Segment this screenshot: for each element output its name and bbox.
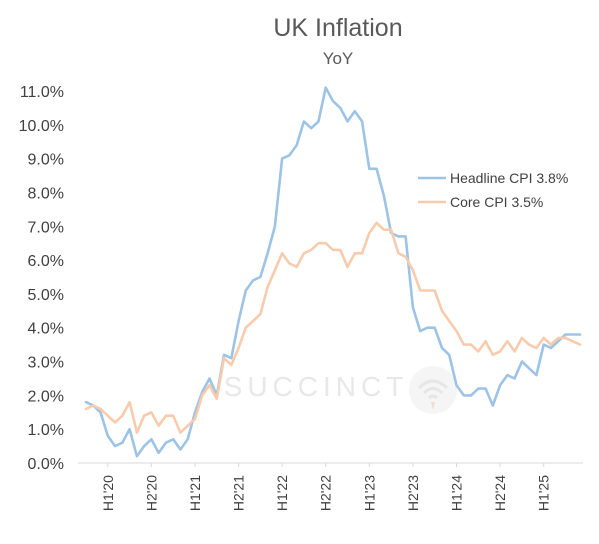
x-axis: H1'20 H2'20 H1'21 H2'21 H1'22 H2'22 H1'23 H2'23… [100,463,552,511]
watermark-logo-icon [409,366,457,414]
y-tick-label: 2.0% [28,388,64,405]
x-tick-label: H1'25 [536,475,552,511]
x-tick-label: H1'22 [274,475,290,511]
core-cpi-line [84,221,582,434]
chart-title: UK Inflation [273,14,402,42]
x-tick-label: H2'21 [231,475,247,511]
x-tick-label: H2'20 [143,475,159,511]
y-tick-label: 8.0% [28,185,64,202]
y-tick-label: 6.0% [28,253,64,270]
legend-label: Headline CPI 3.8% [450,170,568,186]
watermark-text: SUCCINCT [224,371,409,402]
x-tick-label: H2'23 [405,475,421,511]
y-tick-label: 7.0% [28,219,64,236]
y-tick-label: 5.0% [28,287,64,304]
y-tick-label: 3.0% [28,355,64,372]
y-tick-label: 0.0% [28,456,64,473]
x-tick-label: H1'20 [100,475,116,511]
y-axis: 0.0% 1.0% 2.0% 3.0% 4.0% 5.0% 6.0% 7.0% 8.0% 9.0%… [19,84,64,473]
x-tick-label: H2'22 [318,475,334,511]
series-group [84,86,582,458]
x-tick-label: H1'23 [361,475,377,511]
legend: Headline CPI 3.8% Core CPI 3.5% [418,170,568,210]
watermark: SUCCINCT [224,366,457,414]
x-tick-label: H1'21 [187,475,203,511]
legend-label: Core CPI 3.5% [450,194,543,210]
headline-cpi-line [84,86,582,458]
y-tick-label: 9.0% [28,152,64,169]
x-tick-label: H1'24 [449,475,465,511]
chart-subtitle: YoY [323,49,354,68]
x-tick-label: H2'24 [492,475,508,511]
y-tick-label: 10.0% [19,118,64,135]
y-tick-label: 1.0% [28,422,64,439]
y-tick-label: 11.0% [20,84,64,101]
y-tick-label: 4.0% [28,321,64,338]
